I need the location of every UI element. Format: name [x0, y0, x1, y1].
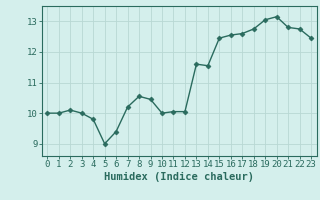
X-axis label: Humidex (Indice chaleur): Humidex (Indice chaleur): [104, 172, 254, 182]
